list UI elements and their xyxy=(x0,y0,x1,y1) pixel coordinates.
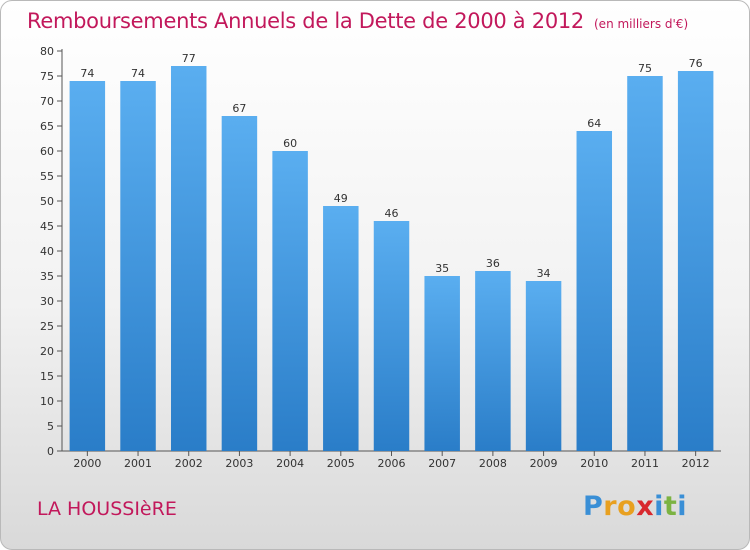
x-tick-label: 2002 xyxy=(175,457,203,470)
bars xyxy=(69,66,714,451)
value-label: 35 xyxy=(435,262,449,275)
bar-2012 xyxy=(677,71,714,451)
x-tick-label: 2010 xyxy=(580,457,608,470)
x-tick-label: 2008 xyxy=(479,457,507,470)
x-tick-label: 2009 xyxy=(530,457,558,470)
value-label: 76 xyxy=(689,57,703,70)
bar-2009 xyxy=(525,281,562,451)
y-tick-label: 55 xyxy=(40,170,54,183)
y-tick-label: 80 xyxy=(40,45,54,58)
logo-letter: o xyxy=(617,491,637,522)
x-tick-label: 2003 xyxy=(225,457,253,470)
bar-2001 xyxy=(120,81,156,451)
x-tick-label: 2011 xyxy=(631,457,659,470)
bar-2000 xyxy=(69,81,106,451)
title-main: Remboursements Annuels de la Dette de 20… xyxy=(27,9,584,33)
bar-2004 xyxy=(272,151,308,451)
value-label: 36 xyxy=(486,257,500,270)
y-tick-label: 5 xyxy=(47,420,54,433)
value-label: 46 xyxy=(385,207,399,220)
y-tick-label: 40 xyxy=(40,245,54,258)
bar-2006 xyxy=(373,221,410,451)
value-label: 74 xyxy=(80,67,94,80)
logo-letter: r xyxy=(603,491,618,522)
value-label: 60 xyxy=(283,137,297,150)
y-tick-label: 15 xyxy=(40,370,54,383)
y-tick-label: 30 xyxy=(40,295,54,308)
bar-2008 xyxy=(475,271,511,451)
x-tick-label: 2012 xyxy=(682,457,710,470)
y-tick-label: 20 xyxy=(40,345,54,358)
logo-letter: i xyxy=(677,491,688,522)
value-label: 74 xyxy=(131,67,145,80)
value-label: 49 xyxy=(334,192,348,205)
bar-2007 xyxy=(424,276,460,451)
x-tick-label: 2001 xyxy=(124,457,152,470)
bar-2011 xyxy=(627,76,663,451)
x-tick-label: 2004 xyxy=(276,457,304,470)
x-tick-label: 2005 xyxy=(327,457,355,470)
y-tick-label: 35 xyxy=(40,270,54,283)
y-tick-label: 50 xyxy=(40,195,54,208)
commune-name: LA HOUSSIèRE xyxy=(37,498,177,520)
y-tick-label: 60 xyxy=(40,145,54,158)
y-tick-label: 25 xyxy=(40,320,54,333)
logo-letter: t xyxy=(663,491,678,522)
x-tick-label: 2000 xyxy=(73,457,101,470)
chart-title: Remboursements Annuels de la Dette de 20… xyxy=(27,9,688,33)
axes: 0 5 10 15 20 25 30 35 40 45 50 55 60 65 70 75 80 2000 2001… xyxy=(40,45,721,470)
title-unit: (en milliers d'€) xyxy=(594,17,689,31)
bar-2002 xyxy=(170,66,207,451)
x-tick-label: 2006 xyxy=(378,457,406,470)
value-label: 75 xyxy=(638,62,652,75)
logo-letter: x xyxy=(636,491,655,522)
y-tick-label: 10 xyxy=(40,395,54,408)
bar-2003 xyxy=(221,116,258,451)
y-tick-label: 0 xyxy=(47,445,54,458)
value-label: 34 xyxy=(537,267,551,280)
logo-letter: P xyxy=(583,491,604,522)
y-tick-label: 65 xyxy=(40,120,54,133)
bar-2005 xyxy=(323,206,359,451)
value-label: 77 xyxy=(182,52,196,65)
x-tick-label: 2007 xyxy=(428,457,456,470)
y-tick-label: 45 xyxy=(40,220,54,233)
proxiti-logo: Proxiti xyxy=(583,491,687,522)
value-label: 67 xyxy=(232,102,246,115)
value-label: 64 xyxy=(587,117,601,130)
bar-2010 xyxy=(576,131,613,451)
value-labels: 74 74 77 67 60 49 46 35 36 34 64 75 76 xyxy=(80,52,702,280)
logo-letter: i xyxy=(654,491,664,522)
y-tick-label: 75 xyxy=(40,70,54,83)
y-tick-label: 70 xyxy=(40,95,54,108)
